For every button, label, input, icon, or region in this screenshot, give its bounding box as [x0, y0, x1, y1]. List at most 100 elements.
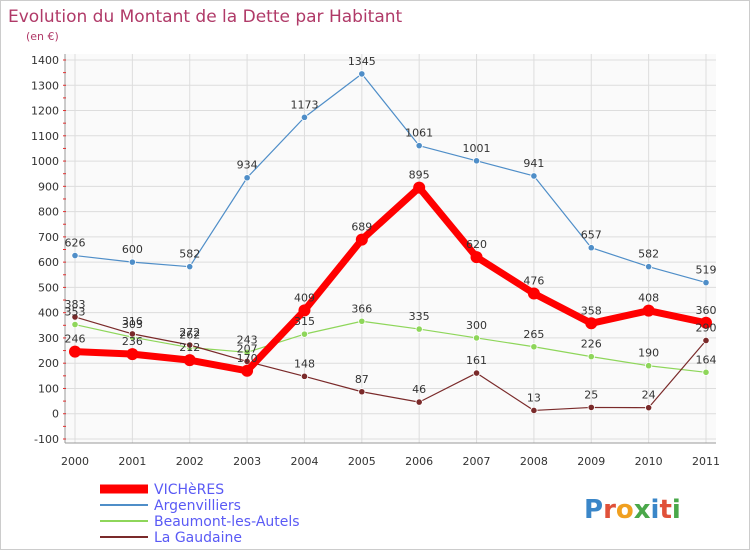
data-label: 303 — [122, 318, 143, 331]
data-label: 1345 — [348, 55, 376, 68]
data-label: 360 — [696, 304, 717, 317]
data-label: 657 — [581, 229, 602, 242]
y-tick-label: 200 — [38, 357, 59, 370]
data-label: 620 — [466, 238, 487, 251]
x-tick-label: 2002 — [176, 455, 204, 468]
legend-label: Argenvilliers — [154, 498, 241, 514]
x-tick-label: 2010 — [635, 455, 663, 468]
data-label: 148 — [294, 357, 315, 370]
data-label: 366 — [351, 302, 372, 315]
y-tick-label: -100 — [34, 433, 59, 446]
data-point — [298, 304, 311, 317]
data-label: 476 — [523, 274, 544, 287]
data-label: 243 — [237, 333, 258, 346]
data-point — [71, 320, 79, 329]
data-point — [128, 258, 136, 266]
data-point — [700, 316, 712, 329]
data-label: 353 — [65, 306, 86, 319]
series-line-1 — [74, 73, 707, 284]
y-tick-label: 800 — [38, 206, 59, 219]
data-label: 226 — [581, 338, 602, 351]
y-tick-label: 1200 — [31, 105, 59, 118]
data-label: 600 — [122, 243, 143, 256]
data-point — [702, 336, 710, 345]
data-point — [183, 354, 196, 367]
x-tick-label: 2001 — [118, 455, 146, 468]
data-label: 265 — [523, 328, 544, 341]
data-point — [358, 317, 366, 325]
svg-text:Proxiti: Proxiti — [584, 495, 681, 525]
data-point — [415, 325, 423, 333]
data-point — [358, 388, 366, 396]
data-point — [530, 172, 538, 180]
data-label: 170 — [237, 352, 258, 365]
data-point — [186, 341, 194, 349]
y-tick-label: 700 — [38, 231, 59, 244]
data-point — [415, 398, 423, 406]
data-point — [645, 263, 653, 271]
data-point — [128, 330, 136, 338]
y-tick-label: 900 — [38, 180, 59, 193]
data-point — [702, 368, 710, 376]
data-point — [300, 372, 309, 380]
data-label: 46 — [412, 383, 426, 396]
data-point — [702, 278, 710, 287]
y-tick-label: 1000 — [31, 155, 59, 168]
data-label: 236 — [122, 335, 143, 348]
y-tick-label: 0 — [52, 408, 59, 421]
x-tick-label: 2007 — [463, 455, 491, 468]
data-point — [358, 70, 366, 78]
data-point — [587, 244, 595, 252]
series-lines — [69, 70, 712, 415]
data-point — [126, 348, 139, 361]
data-label: 207 — [237, 342, 258, 355]
data-label: 25 — [584, 388, 598, 401]
data-label: 582 — [179, 248, 200, 261]
x-tick-label: 2006 — [405, 455, 433, 468]
plot-background — [65, 54, 716, 443]
series-line-3 — [74, 316, 707, 412]
legend-label: VICHèRES — [154, 482, 224, 498]
axes: -100 0 100 200 300 400 500 600 700 800 900 1000 1100… — [31, 54, 720, 468]
data-label: 315 — [294, 315, 315, 328]
x-tick-label: 2009 — [577, 455, 605, 468]
y-tick-label: 100 — [38, 382, 59, 395]
data-point — [71, 251, 79, 260]
data-label: 941 — [523, 157, 544, 170]
plot-area — [65, 54, 716, 443]
data-point — [243, 357, 251, 366]
data-point — [186, 263, 194, 271]
data-label: 272 — [179, 326, 200, 339]
data-label: 358 — [581, 304, 602, 317]
data-label: 1061 — [405, 127, 433, 140]
data-labels: 246 236 212 170 409 689 895 620 476 358 408 360 626 6… — [65, 55, 717, 405]
data-label: 246 — [65, 333, 86, 346]
legend: VICHèRESArgenvilliersBeaumont-les-Autels… — [100, 482, 300, 546]
series-line-2 — [74, 320, 707, 373]
data-label: 519 — [696, 264, 717, 277]
data-point — [300, 330, 309, 338]
data-label: 626 — [65, 237, 86, 250]
data-label: 335 — [409, 310, 430, 323]
data-point — [587, 353, 595, 361]
data-label: 582 — [638, 248, 659, 261]
data-point — [587, 403, 595, 412]
data-label: 212 — [179, 341, 200, 354]
data-point — [415, 142, 423, 150]
data-label: 87 — [355, 373, 369, 386]
data-point — [470, 251, 483, 264]
x-tick-label: 2011 — [692, 455, 720, 468]
data-label: 24 — [642, 389, 656, 402]
data-point — [472, 157, 481, 165]
data-label: 262 — [179, 329, 200, 342]
data-point — [642, 304, 655, 317]
y-tick-label: 1100 — [31, 130, 59, 143]
data-point — [645, 362, 653, 370]
y-tick-label: 500 — [38, 281, 59, 294]
chart-subtitle: (en €) — [26, 30, 59, 43]
data-label: 161 — [466, 354, 487, 367]
data-point — [300, 113, 309, 121]
x-tick-label: 2000 — [61, 455, 89, 468]
data-point — [530, 406, 538, 415]
